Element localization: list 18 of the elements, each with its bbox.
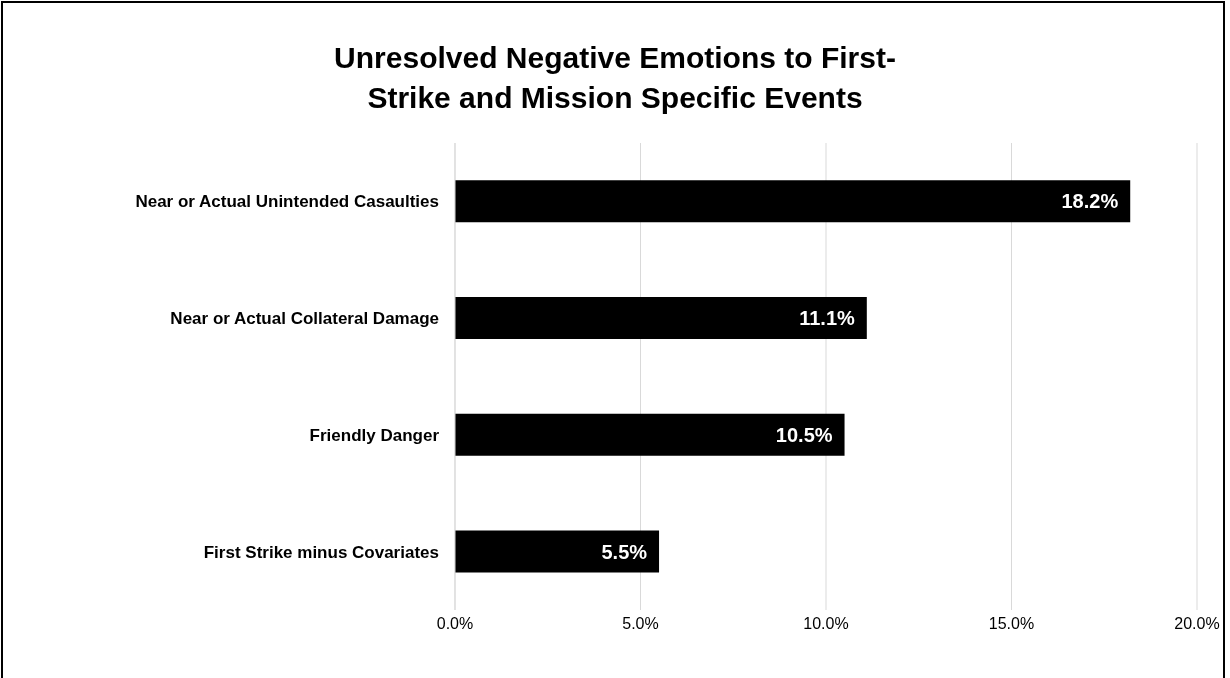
bar <box>455 413 845 456</box>
data-label: 10.5% <box>775 423 833 446</box>
y-tick-label: Near or Actual Collateral Damage <box>170 309 439 329</box>
y-tick-label: Near or Actual Unintended Casaulties <box>135 192 439 212</box>
x-tick-label: 20.0% <box>1174 615 1220 633</box>
chart-title: Unresolved Negative Emotions to First-Strike and Mission Specific Events <box>333 40 897 116</box>
x-tick-label: 0.0% <box>436 615 474 633</box>
y-tick-label: Friendly Danger <box>309 425 440 445</box>
data-label: 18.2% <box>1061 190 1119 213</box>
data-label: 5.5% <box>601 540 648 563</box>
y-tick-label: First Strike minus Covariates <box>203 542 439 562</box>
bar <box>455 297 867 340</box>
x-tick-label: 5.0% <box>622 615 659 633</box>
x-tick-label: 15.0% <box>988 615 1035 633</box>
x-tick-label: 10.0% <box>803 615 849 633</box>
data-label: 11.1% <box>799 307 856 330</box>
bar <box>455 180 1131 223</box>
bar <box>455 530 660 573</box>
